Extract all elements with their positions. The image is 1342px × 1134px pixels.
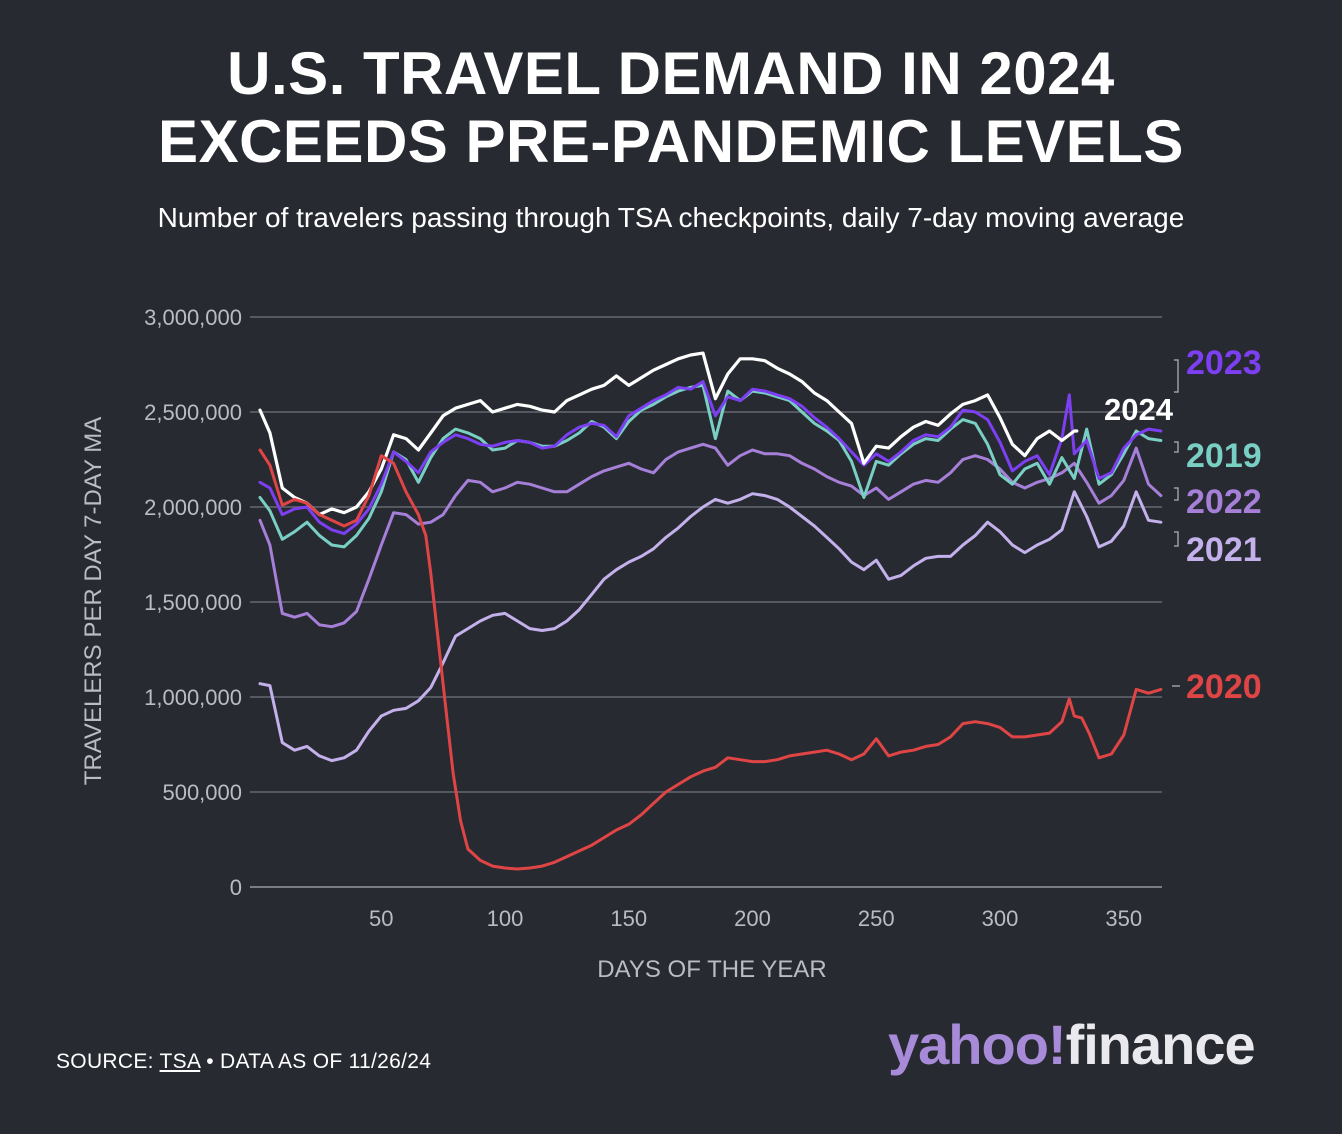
yahoo-finance-logo: yahoo!finance [888,1010,1256,1080]
series-label-2021: 2021 [1186,531,1262,569]
y-tick-label: 2,500,000 [144,400,242,425]
series-line-2020 [258,448,1163,871]
chart-title-line1: U.S. TRAVEL DEMAND IN 2024 [227,40,1115,107]
x-tick-label: 150 [610,906,647,931]
series-line-2023 [258,380,1163,536]
y-tick-label: 1,500,000 [144,590,242,615]
series-label-2023: 2023 [1186,344,1262,382]
series-line-2022 [258,442,1163,629]
logo-yahoo: yahoo! [888,1013,1067,1076]
y-tick-label: 1,000,000 [144,685,242,710]
source-suffix: • DATA AS OF 11/26/24 [200,1050,432,1073]
series-label-2020: 2020 [1186,668,1262,706]
logo-finance: finance [1065,1013,1256,1076]
source-link[interactable]: TSA [159,1050,201,1073]
y-tick-label: 2,000,000 [144,495,242,520]
x-tick-label: 200 [734,906,771,931]
chart-subtitle: Number of travelers passing through TSA … [157,202,1185,233]
leader-line-2021 [1174,531,1179,547]
x-axis-label: DAYS OF THE YEAR [597,956,826,983]
leader-line-2022 [1174,487,1179,501]
series-label-2024: 2024 [1104,392,1174,427]
series-line-2021 [258,490,1163,763]
series-label-2022: 2022 [1186,483,1262,521]
source-prefix: SOURCE: [56,1050,160,1073]
y-tick-label: 0 [230,875,242,900]
chart-title: U.S. TRAVEL DEMAND IN 2024 EXCEEDS PRE-P… [0,40,1342,176]
x-tick-label: 300 [982,906,1019,931]
y-tick-label: 500,000 [162,780,242,805]
x-tick-label: 50 [369,906,393,931]
y-tick-label: 3,000,000 [144,305,242,330]
x-tick-label: 250 [858,906,895,931]
series-label-2019: 2019 [1186,437,1262,475]
chart-title-line2: EXCEEDS PRE-PANDEMIC LEVELS [158,108,1184,175]
series-line-2024 [258,351,1079,517]
leader-line-2023 [1174,359,1179,393]
leader-line-2019 [1174,441,1179,453]
source-note: SOURCE: TSA • DATA AS OF 11/26/24 [56,1050,431,1074]
x-tick-label: 350 [1105,906,1142,931]
x-tick-label: 100 [487,906,524,931]
y-axis-label: TRAVELERS PER DAY 7-DAY MA [80,417,107,786]
